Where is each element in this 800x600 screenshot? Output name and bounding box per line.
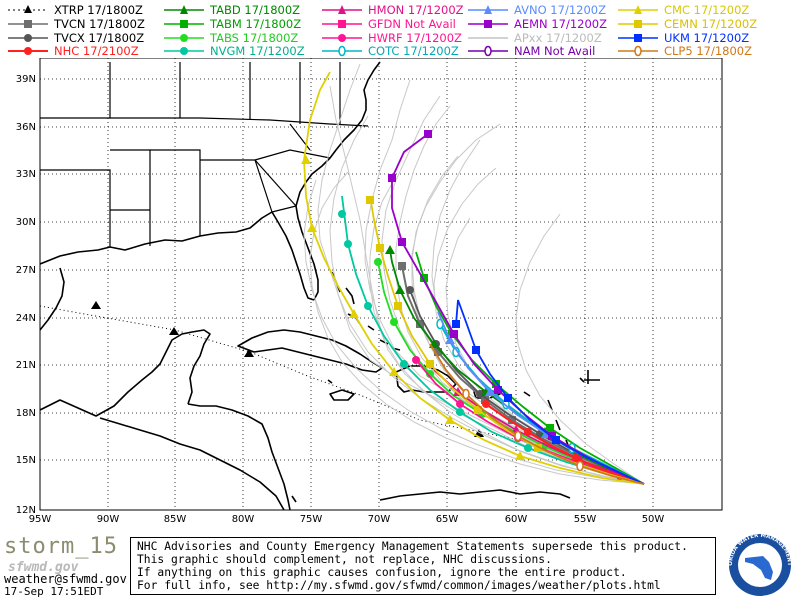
lon-label: 65W <box>436 514 459 525</box>
square-marker-icon <box>8 20 48 28</box>
timestamp: 17-Sep 17:51EDT <box>4 585 104 598</box>
circle-marker-icon <box>8 47 48 55</box>
lat-label: 24N <box>16 313 36 324</box>
disclaimer-line: For full info, see http://my.sfwmd.gov/s… <box>137 579 661 592</box>
latitude-labels: 39N 36N 33N 30N 27N 24N 21N 18N 15N 12N <box>16 74 36 516</box>
lat-label: 15N <box>16 455 36 466</box>
track-tvcn <box>398 262 645 485</box>
ring-marker-icon <box>618 45 658 57</box>
disclaimer-line: NHC Advisories and County Emergency Mana… <box>137 540 688 553</box>
lat-label: 36N <box>16 122 36 133</box>
lat-label: 18N <box>16 408 36 419</box>
square-marker-icon <box>322 20 362 28</box>
circle-marker-icon <box>322 34 362 42</box>
track-map: 39N 36N 33N 30N 27N 24N 21N 18N 15N 12N … <box>0 58 800 530</box>
lat-label: 12N <box>16 505 36 516</box>
map-frame <box>39 58 723 511</box>
triangle-marker-icon <box>164 5 204 14</box>
florida-west-coast <box>271 211 315 301</box>
triangle-marker-icon <box>468 5 508 14</box>
lon-label: 50W <box>642 514 665 525</box>
triangle-marker-icon <box>322 5 362 14</box>
square-marker-icon <box>618 20 658 28</box>
dashed-triangle-marker-icon <box>8 5 48 13</box>
track-nvgm <box>338 195 645 485</box>
lon-label: 95W <box>29 514 52 525</box>
central-america-coast <box>99 403 291 511</box>
ring-marker-icon <box>468 45 508 57</box>
square-marker-icon <box>618 34 658 42</box>
lat-label: 33N <box>16 169 36 180</box>
sfwmd-logo-text: sfwmd.gov <box>8 560 79 575</box>
circle-marker-icon <box>8 34 48 42</box>
us-atlantic-coast <box>295 61 381 207</box>
square-marker-icon <box>468 20 508 28</box>
lat-label: 27N <box>16 265 36 276</box>
plain-line-icon <box>468 37 508 39</box>
lon-label: 75W <box>300 514 323 525</box>
us-gulf-coast <box>39 211 273 265</box>
lon-label: 55W <box>574 514 597 525</box>
footer: storm_15 sfwmd.gov weather@sfwmd.gov 17-… <box>0 530 800 600</box>
lon-label: 60W <box>505 514 528 525</box>
lon-label: 85W <box>164 514 187 525</box>
longitude-labels: 95W 90W 85W 80W 75W 70W 65W 60W 55W 50W <box>29 514 665 525</box>
lat-label: 39N <box>16 74 36 85</box>
track-xtrp <box>39 301 521 441</box>
square-marker-icon <box>164 20 204 28</box>
lat-label: 21N <box>16 360 36 371</box>
jamaica <box>329 389 355 401</box>
ring-marker-icon <box>322 45 362 57</box>
model-legend: XTRP 17/1800Z TVCN 17/1800Z TVCX 17/1800… <box>0 0 800 58</box>
circle-marker-icon <box>164 47 204 55</box>
venezuela-coast <box>379 489 571 501</box>
triangle-marker-icon <box>618 5 658 14</box>
lon-label: 90W <box>97 514 120 525</box>
contact-email: weather@sfwmd.gov <box>4 572 127 586</box>
lon-label: 70W <box>368 514 391 525</box>
disclaimer-line: If anything on this graphic causes confu… <box>137 566 627 579</box>
track-cmc <box>301 71 645 485</box>
sfwmd-seal-icon: SOUTH FLORIDA WATER MANAGEMENT DISTRICT <box>723 532 792 596</box>
storm-name: storm_15 <box>4 534 118 559</box>
florida-east-coast <box>295 205 319 301</box>
mexico-coast <box>39 267 211 417</box>
track-clp5 <box>429 343 645 485</box>
track-ukm <box>452 299 645 485</box>
circle-marker-icon <box>164 34 204 42</box>
state-borders <box>40 62 369 247</box>
lon-label: 80W <box>232 514 255 525</box>
disclaimer-line: This graphic should complement, not repl… <box>137 553 552 566</box>
disclaimer-box: NHC Advisories and County Emergency Mana… <box>130 537 716 595</box>
lat-label: 30N <box>16 217 36 228</box>
